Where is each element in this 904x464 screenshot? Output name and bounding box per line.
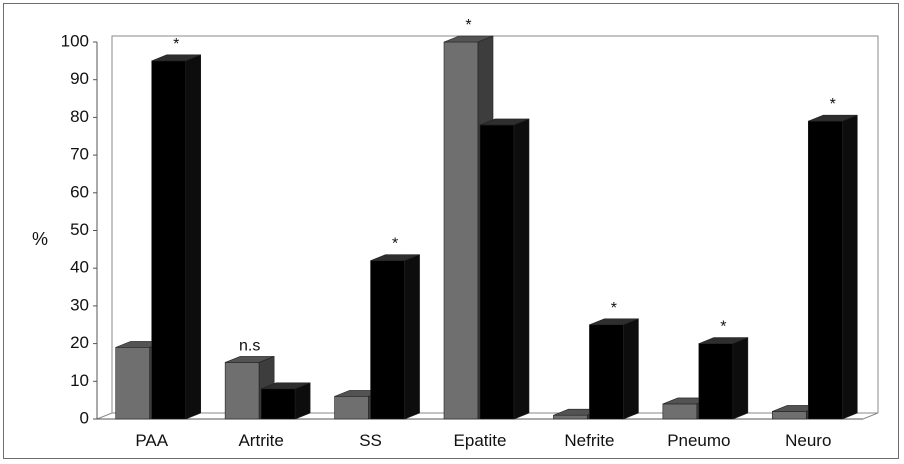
y-tick-label: 80 bbox=[70, 107, 89, 126]
y-tick-label: 40 bbox=[70, 258, 89, 277]
bar-side bbox=[294, 382, 311, 420]
bar-side bbox=[185, 54, 202, 420]
bar-annotation: * bbox=[830, 96, 836, 113]
y-tick-label: 90 bbox=[70, 69, 89, 88]
bar-annotation: * bbox=[173, 36, 179, 53]
bar-front bbox=[443, 41, 479, 420]
bar-front bbox=[589, 324, 624, 420]
bar-front bbox=[807, 120, 843, 420]
bar-side bbox=[513, 118, 530, 420]
x-tick-label: Pneumo bbox=[667, 431, 730, 450]
bar-front bbox=[151, 60, 187, 420]
y-tick-label: 60 bbox=[70, 182, 89, 201]
bar-side bbox=[732, 337, 749, 420]
bar-front bbox=[662, 403, 698, 420]
bar-side bbox=[623, 318, 639, 420]
bar-side bbox=[404, 254, 420, 420]
x-tick-label: PAA bbox=[135, 431, 168, 450]
bar-front bbox=[553, 414, 588, 420]
bar-front bbox=[224, 362, 260, 420]
x-tick-label: Nefrite bbox=[564, 431, 614, 450]
x-tick-label: Epatite bbox=[454, 431, 507, 450]
bar-front bbox=[115, 347, 151, 420]
bar-side bbox=[841, 114, 858, 420]
y-tick-label: 20 bbox=[70, 333, 89, 352]
y-tick-label: 100 bbox=[61, 31, 89, 50]
y-tick-label: 10 bbox=[70, 371, 89, 390]
bar-front bbox=[260, 388, 296, 420]
bar-annotation: * bbox=[465, 17, 471, 34]
y-tick-label: 30 bbox=[70, 295, 89, 314]
bar-annotation: * bbox=[611, 300, 617, 317]
y-tick-label: 50 bbox=[70, 220, 89, 239]
bar-front bbox=[771, 411, 807, 420]
bar-annotation: * bbox=[392, 236, 398, 253]
bar-front bbox=[479, 124, 515, 420]
bar-annotation: n.s bbox=[239, 337, 260, 354]
y-tick-label: 70 bbox=[70, 145, 89, 164]
x-tick-label: SS bbox=[359, 431, 382, 450]
bar-annotation: * bbox=[720, 319, 726, 336]
bar-front bbox=[370, 260, 405, 420]
y-axis-label: % bbox=[32, 229, 48, 249]
x-tick-label: Neuro bbox=[785, 431, 831, 450]
bar-front bbox=[698, 343, 734, 420]
bar-front bbox=[334, 396, 369, 420]
plot-back-wall bbox=[111, 35, 879, 413]
y-tick-label: 0 bbox=[80, 408, 89, 427]
x-tick-label: Artrite bbox=[238, 431, 283, 450]
